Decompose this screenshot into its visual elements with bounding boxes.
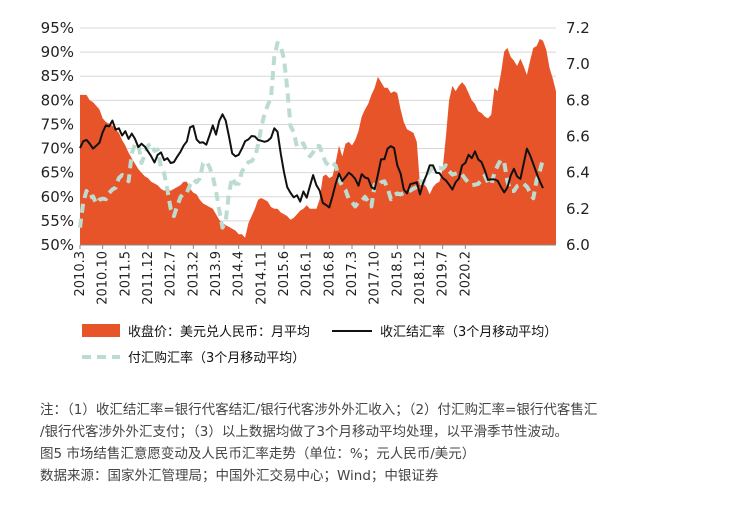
x-tick-label: 2017.10 — [368, 251, 383, 305]
note-line-1: 注：（1）收汇结汇率=银行代客结汇/银行代客涉外外汇收入；（2）付汇购汇率=银行… — [40, 402, 598, 418]
y-left-tick-label: 55% — [41, 212, 74, 230]
x-tick-label: 2013.2 — [186, 251, 201, 297]
x-tick-label: 2018.5 — [390, 251, 405, 297]
note-line-2: /银行代客涉外外汇支付；（3）以上数据均做了3个月移动平均处理，以平滑季节性波动… — [40, 424, 568, 440]
legend-label-area: 收盘价：美元兑人民币：月平均 — [128, 324, 310, 340]
x-tick-label: 2012.7 — [164, 251, 179, 297]
y-right-tick-label: 6.2 — [566, 200, 590, 218]
legend-swatch-area — [82, 324, 120, 337]
y-left-tick-label: 60% — [41, 188, 74, 206]
y-right-tick-label: 7.2 — [566, 19, 590, 37]
x-tick-label: 2017.3 — [345, 251, 360, 297]
receipt-fx-line — [79, 113, 544, 209]
payment-fx-line — [78, 40, 545, 230]
right-axis: 7.2 7.0 6.8 6.6 6.4 6.2 6.0 — [566, 19, 590, 254]
x-tick-label: 2011.5 — [118, 251, 133, 297]
x-tick-label: 2016.1 — [300, 251, 315, 297]
x-tick-label: 2015.6 — [277, 251, 292, 297]
y-right-tick-label: 6.8 — [566, 91, 590, 109]
y-left-tick-label: 85% — [41, 67, 74, 85]
x-tick-label: 2014.4 — [232, 251, 247, 296]
usdcny-area — [80, 38, 556, 246]
x-axis: 2010.3 2010.10 2011.5 2011.12 2012.7 2013.2 20… — [73, 244, 556, 305]
legend-label-dashed: 付汇购汇率（3个月移动平均） — [128, 350, 305, 366]
x-tick-label: 2018.12 — [413, 251, 428, 305]
x-tick-label: 2020.2 — [458, 251, 473, 297]
y-left-tick-label: 70% — [41, 140, 74, 158]
y-left-tick-label: 75% — [41, 115, 74, 133]
usdcny-area-layer — [80, 38, 556, 246]
legend: 收盘价：美元兑人民币：月平均 收汇结汇率（3个月移动平均） 付汇购汇率（3个月移… — [82, 324, 557, 366]
chart-svg: 95% 90% 85% 80% 75% 70% 65% 60% 55% 50% 7.2 7.0 6.8… — [41, 19, 590, 366]
x-tick-label: 2011.12 — [141, 251, 156, 305]
x-tick-label: 2013.9 — [209, 251, 224, 297]
left-axis: 95% 90% 85% 80% 75% 70% 65% 60% 55% 50% — [41, 19, 74, 254]
receipt-fx-line-layer — [79, 113, 544, 209]
x-tick-label: 2010.3 — [73, 251, 88, 297]
x-tick-label: 2010.10 — [96, 251, 111, 305]
y-left-tick-label: 95% — [41, 19, 74, 37]
y-right-tick-label: 6.6 — [566, 128, 590, 146]
figure-title: 图5 市场结售汇意愿变动及人民币汇率走势（单位：%；元人民币/美元） — [40, 446, 476, 462]
y-left-tick-label: 50% — [41, 236, 74, 254]
x-tick-label: 2019.7 — [436, 251, 451, 297]
x-tick-label: 2014.11 — [254, 251, 269, 305]
y-right-tick-label: 6.0 — [566, 236, 590, 254]
x-tick-label: 2016.8 — [322, 251, 337, 297]
y-right-tick-label: 6.4 — [566, 164, 590, 182]
y-left-tick-label: 65% — [41, 164, 74, 182]
legend-label-line: 收汇结汇率（3个月移动平均） — [380, 324, 557, 340]
payment-fx-line-layer — [78, 40, 545, 230]
y-right-tick-label: 7.0 — [566, 55, 590, 73]
data-source: 数据来源：国家外汇管理局；中国外汇交易中心；Wind；中银证券 — [40, 468, 439, 484]
y-left-tick-label: 90% — [41, 43, 74, 61]
y-left-tick-label: 80% — [41, 91, 74, 109]
